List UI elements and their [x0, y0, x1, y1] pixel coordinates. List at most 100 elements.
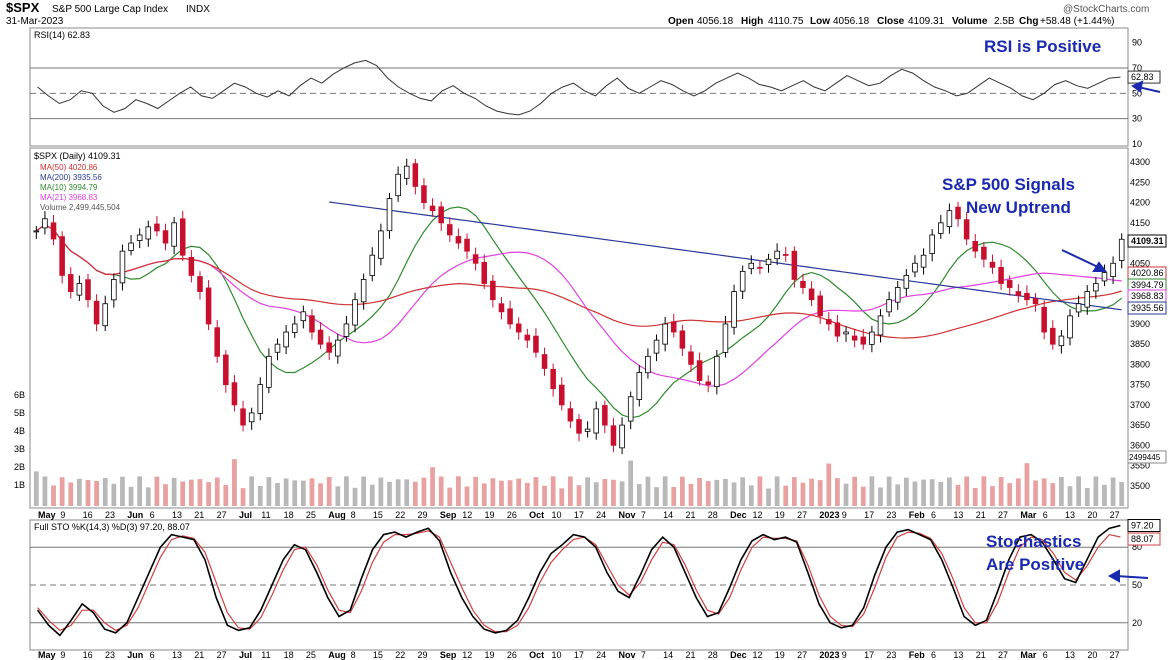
candle-body — [817, 295, 823, 317]
candle-body — [584, 428, 591, 432]
sto-xtick: 13 — [172, 650, 182, 660]
sto-arrowhead-icon — [1107, 569, 1120, 583]
price-tag-text: 4109.31 — [1131, 236, 1164, 246]
price-ytick-4300: 4300 — [1130, 157, 1150, 167]
sto-xtick: 17 — [864, 650, 874, 660]
candle-body — [929, 234, 935, 254]
volume-bar — [128, 486, 134, 506]
candle-body — [447, 224, 453, 236]
sto-xtick: 19 — [775, 650, 785, 660]
price-xtick: Oct — [529, 510, 544, 520]
price-ytick-3650: 3650 — [1130, 420, 1150, 430]
candle-body — [1050, 327, 1056, 345]
volume-axis-label: 4B — [14, 426, 25, 436]
candle-body — [214, 327, 220, 357]
volume-axis-label: 1B — [14, 480, 25, 490]
volume-bar — [481, 483, 487, 506]
candle-body — [645, 355, 651, 374]
price-xtick: 27 — [217, 510, 227, 520]
volume-bar — [1059, 476, 1064, 506]
price-ytick-3700: 3700 — [1130, 400, 1150, 410]
volume-bar — [524, 482, 530, 506]
volume-bar — [542, 485, 547, 506]
volume-bar — [318, 483, 323, 506]
open-value: 4056.18 — [697, 16, 734, 27]
volume-bar — [998, 476, 1004, 506]
rsi-ytick-50: 50 — [1132, 88, 1142, 98]
volume-bar — [533, 477, 539, 506]
sto-ytick-50: 50 — [1132, 580, 1142, 590]
legend-ma10: MA(10) 3994.79 — [40, 183, 98, 192]
rsi-value-text: 62.83 — [1131, 72, 1154, 82]
sto-xtick: 13 — [953, 650, 963, 660]
volume-bar — [430, 467, 435, 506]
candle-body — [955, 206, 961, 220]
price-xtick: 12 — [462, 510, 472, 520]
volume-bar — [826, 463, 832, 506]
candle-body — [705, 381, 711, 386]
volume-bar — [817, 480, 823, 506]
high-value: 4110.75 — [768, 16, 804, 27]
candle-body — [619, 424, 625, 449]
volume-bar — [344, 476, 349, 506]
volume-bar — [947, 477, 952, 506]
volume-bar — [990, 486, 995, 506]
volume-bar — [266, 477, 272, 506]
volume-bar — [843, 483, 849, 506]
sto-ytick-80: 80 — [1132, 542, 1142, 552]
price-xtick: 14 — [663, 510, 673, 520]
price-xtick: 17 — [864, 510, 874, 520]
sto-xtick: 27 — [217, 650, 227, 660]
price-xtick: 19 — [775, 510, 785, 520]
rsi-ytick-30: 30 — [1132, 114, 1142, 124]
volume-bar — [232, 459, 237, 506]
price-ytick-3600: 3600 — [1130, 440, 1150, 450]
volume-bar — [111, 483, 117, 506]
volume-bar — [714, 479, 720, 506]
candle-body — [1084, 291, 1091, 308]
volume-bar — [783, 485, 789, 506]
sto-xtick: 15 — [373, 650, 383, 660]
candle-body — [464, 238, 470, 252]
candle-body — [610, 425, 617, 446]
candle-body — [300, 311, 307, 322]
volume-bar — [645, 476, 651, 506]
volume-bar — [507, 480, 513, 506]
volume-bar — [326, 476, 332, 506]
price-xtick: 12 — [752, 510, 762, 520]
volume-bar — [51, 485, 56, 506]
candle-body — [782, 254, 789, 256]
candle-body — [317, 329, 324, 345]
price-xtick: Mar — [1020, 510, 1037, 520]
candle-body — [1015, 291, 1022, 297]
candle-body — [869, 331, 875, 345]
candle-body — [352, 299, 358, 326]
volume-bar — [757, 476, 763, 506]
sto-xtick: 20 — [1087, 650, 1097, 660]
volume-bar — [249, 476, 255, 506]
symbol: $SPX — [6, 0, 40, 15]
candle-body — [808, 288, 815, 301]
candle-body — [343, 323, 350, 337]
price-ytick-3900: 3900 — [1130, 319, 1150, 329]
volume-bar — [309, 478, 315, 506]
candle-body — [378, 230, 384, 259]
candle-body — [946, 210, 953, 228]
candle-body — [291, 323, 298, 333]
price-ytick-3550: 3550 — [1130, 461, 1150, 471]
candle-body — [843, 331, 849, 335]
volume-bar — [636, 484, 642, 506]
candle-body — [369, 254, 376, 276]
volume-bar — [895, 484, 901, 506]
candle-body — [429, 205, 436, 212]
candle-body — [739, 270, 746, 292]
volume-bar — [593, 482, 599, 506]
price-plot: 3500355036003650370037503800385039003950… — [14, 157, 1167, 506]
candle-body — [550, 368, 556, 390]
price-xtick: 6 — [150, 510, 155, 520]
sto-xtick: Mar — [1020, 650, 1037, 660]
volume-tag-text: 2499445 — [1129, 453, 1161, 462]
stochastic-plot: 20 50 80 97.20 88.07 — [30, 519, 1161, 637]
sto-annotation-line2: Are Positive — [986, 555, 1084, 574]
candle-body — [989, 261, 996, 268]
